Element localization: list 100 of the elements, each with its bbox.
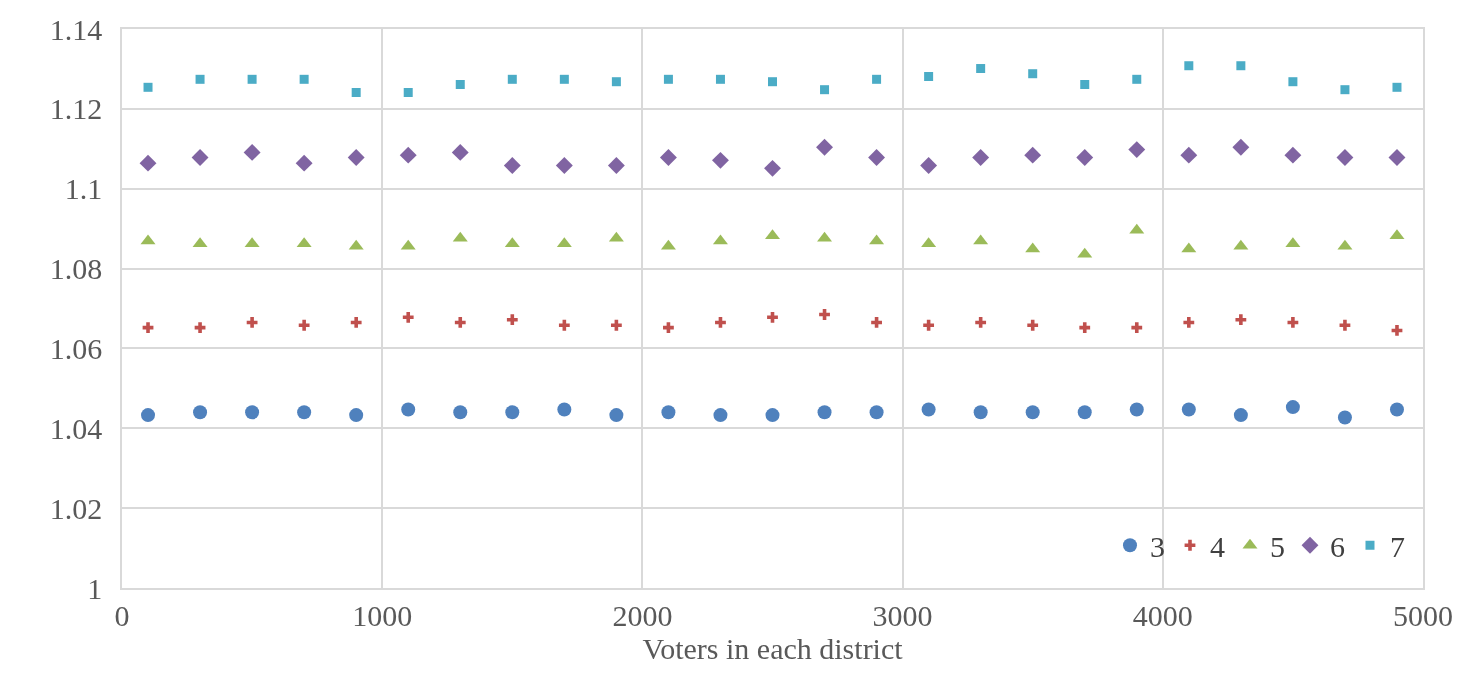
point — [1339, 319, 1351, 331]
point — [298, 319, 310, 331]
x-tick-label: 4000 — [1132, 598, 1193, 632]
point — [1235, 314, 1247, 326]
point — [607, 157, 625, 175]
point — [610, 319, 622, 331]
point — [872, 74, 882, 84]
point — [559, 74, 569, 84]
point — [1183, 317, 1195, 328]
point — [820, 85, 830, 95]
point — [973, 405, 988, 420]
point — [768, 77, 777, 87]
point — [869, 405, 884, 420]
point — [1025, 405, 1040, 420]
point — [1024, 146, 1042, 164]
point — [972, 149, 990, 167]
point — [195, 74, 205, 84]
legend-label: 4 — [1209, 529, 1225, 563]
point — [245, 405, 260, 420]
point — [868, 149, 886, 167]
point — [1129, 402, 1144, 417]
legend-label: 5 — [1269, 529, 1285, 563]
point — [1079, 322, 1091, 334]
point — [765, 408, 780, 423]
point — [191, 149, 209, 167]
point — [1128, 141, 1146, 159]
point — [1391, 325, 1403, 336]
y-tick-label: 1 — [87, 571, 103, 605]
point — [661, 405, 676, 420]
point — [507, 74, 517, 84]
point — [247, 74, 257, 84]
point — [141, 408, 156, 423]
legend-label: 3 — [1149, 529, 1165, 563]
point — [558, 319, 570, 331]
point — [1232, 138, 1250, 156]
point — [1028, 69, 1038, 79]
y-tick-label: 1.04 — [49, 411, 103, 445]
point — [1027, 319, 1039, 331]
point — [715, 74, 725, 84]
point — [243, 143, 261, 161]
point — [1337, 410, 1352, 425]
y-tick-label: 1.14 — [49, 12, 103, 46]
point — [817, 405, 832, 420]
point — [349, 408, 364, 423]
point — [453, 405, 468, 420]
point — [451, 143, 469, 161]
point — [555, 157, 573, 175]
point — [505, 405, 520, 420]
point — [246, 317, 258, 328]
point — [1340, 85, 1350, 95]
point — [659, 149, 677, 167]
point — [1284, 146, 1302, 164]
point — [712, 151, 729, 169]
point — [351, 87, 361, 97]
x-tick-label: 1000 — [352, 598, 413, 632]
point — [506, 314, 518, 326]
point — [713, 408, 728, 423]
y-tick-label: 1.08 — [49, 252, 103, 286]
point — [454, 317, 466, 328]
x-tick-label: 2000 — [612, 598, 673, 632]
point — [1077, 405, 1092, 420]
point — [295, 154, 313, 172]
x-tick-label: 5000 — [1393, 598, 1453, 632]
point — [299, 74, 309, 84]
y-tick-label: 1.02 — [49, 491, 103, 525]
y-tick-label: 1.12 — [49, 92, 103, 126]
point — [1392, 82, 1402, 92]
x-tick-label: 3000 — [872, 598, 933, 632]
point — [557, 402, 572, 417]
point — [503, 157, 521, 175]
point — [1076, 149, 1094, 167]
point — [609, 408, 624, 423]
point — [663, 74, 673, 84]
point — [1131, 322, 1143, 334]
point — [923, 319, 935, 331]
point — [142, 322, 154, 334]
point — [1181, 402, 1196, 417]
x-axis-title: Voters in each district — [642, 631, 904, 665]
x-tick-label: 0 — [114, 598, 130, 632]
point — [1180, 146, 1198, 164]
point — [401, 402, 416, 417]
y-tick-label: 1.1 — [64, 172, 103, 206]
point — [143, 82, 153, 92]
point — [399, 146, 417, 164]
legend-label: 7 — [1389, 529, 1405, 563]
point — [1132, 74, 1142, 84]
point — [1336, 149, 1354, 167]
y-tick-label: 1.06 — [49, 331, 103, 365]
point — [1080, 80, 1090, 89]
point — [297, 405, 312, 420]
point — [764, 159, 781, 177]
point — [611, 77, 621, 87]
point — [350, 317, 362, 328]
point — [1184, 61, 1194, 71]
point — [1285, 400, 1300, 415]
point — [924, 72, 934, 82]
point — [193, 405, 208, 420]
point — [920, 157, 938, 175]
point — [1233, 408, 1248, 423]
point — [1388, 149, 1406, 167]
